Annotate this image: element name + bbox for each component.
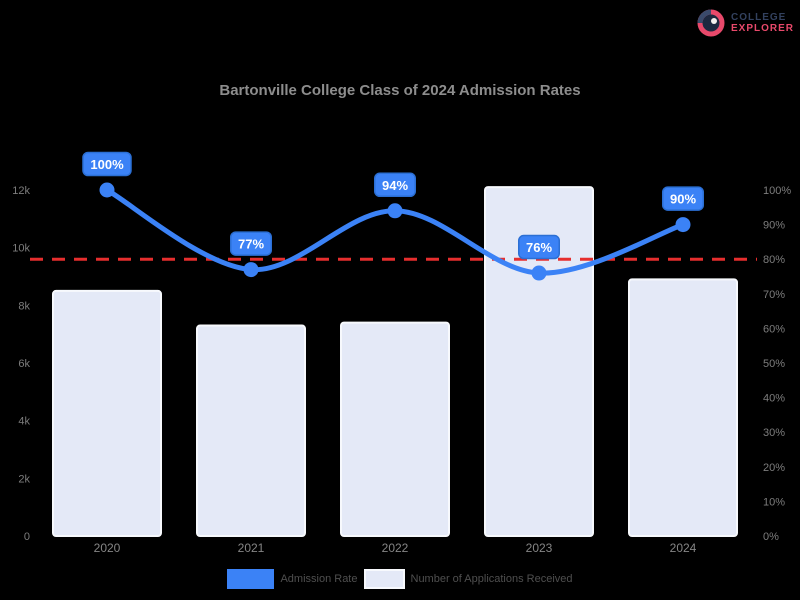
chart-title: Bartonville College Class of 2024 Admiss…	[219, 82, 581, 99]
line-point-marker	[387, 203, 403, 219]
line-point-marker	[675, 217, 691, 233]
x-axis-label-2021: 2021	[238, 541, 265, 555]
right-axis-tick-label: 70%	[763, 289, 785, 301]
line-point-marker	[243, 262, 259, 278]
right-axis-tick-label: 50%	[763, 358, 785, 370]
chart-legend: Admission Rate Number of Applications Re…	[0, 569, 800, 589]
bar-2020	[52, 289, 162, 537]
bar-2022	[340, 321, 450, 537]
legend-swatch-admission-rate[interactable]	[227, 569, 275, 589]
data-label-text: 76%	[526, 240, 552, 255]
legend-swatch-applications[interactable]	[363, 569, 405, 589]
left-axis-tick-label: 12k	[12, 185, 30, 197]
bar-2021	[196, 324, 306, 537]
bar-2024	[628, 278, 738, 537]
data-label-text: 94%	[382, 178, 408, 193]
right-axis-tick-label: 100%	[763, 185, 791, 197]
legend-label-admission-rate[interactable]: Admission Rate	[280, 573, 358, 585]
x-axis-label-2024: 2024	[670, 541, 697, 555]
left-axis-tick-label: 0	[24, 531, 30, 543]
line-point-marker	[99, 182, 115, 198]
logo-line2: EXPLORER	[730, 23, 794, 34]
data-label-text: 100%	[90, 157, 124, 172]
data-label-box	[82, 151, 132, 177]
right-axis-tick-label: 80%	[763, 254, 785, 266]
left-axis-tick-label: 8k	[18, 300, 30, 312]
right-axis-tick-label: 20%	[763, 462, 785, 474]
right-axis-tick-label: 40%	[763, 393, 785, 405]
combo-chart: 12k 10k 8k 6k 4k 2k 0 100% 90% 80% 70% 60% 50% 40% 30%…	[12, 151, 791, 555]
right-axis-tick-label: 10%	[763, 496, 785, 508]
right-axis-tick-label: 0%	[763, 531, 779, 543]
line-point-marker	[531, 265, 547, 281]
data-label-text: 77%	[238, 237, 264, 252]
data-label-text: 90%	[670, 192, 696, 207]
data-label-box	[518, 234, 560, 260]
left-axis-tick-label: 4k	[18, 416, 30, 428]
data-label-box	[374, 172, 416, 198]
right-axis-tick-label: 30%	[763, 427, 785, 439]
x-axis-label-2022: 2022	[382, 541, 409, 555]
bar-2023	[484, 186, 594, 537]
legend-label-applications[interactable]: Number of Applications Received	[410, 573, 573, 585]
x-axis-label-2023: 2023	[526, 541, 553, 555]
data-label-box	[662, 186, 704, 211]
brand-logo: COLLEGE EXPLORER	[696, 8, 794, 38]
data-label-box	[230, 231, 272, 256]
left-axis-tick-label: 6k	[18, 358, 30, 370]
right-axis-tick-label: 90%	[763, 220, 785, 232]
left-axis-tick-label: 2k	[18, 473, 30, 485]
x-axis-label-2020: 2020	[94, 541, 121, 555]
logo-line1: COLLEGE	[730, 12, 787, 23]
ring-logo-icon	[697, 9, 725, 37]
right-axis-tick-label: 60%	[763, 323, 785, 335]
left-axis-tick-label: 10k	[12, 243, 30, 255]
